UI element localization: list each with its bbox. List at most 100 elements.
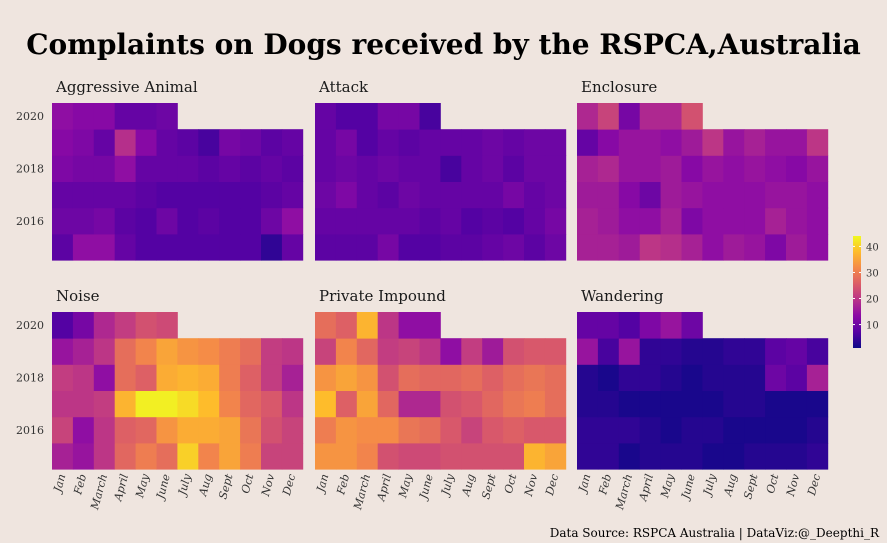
heatmap-cell (577, 416, 599, 444)
y-tick-label: 2020 (16, 319, 44, 332)
heatmap-cell (461, 207, 483, 235)
x-tick-label: March (613, 473, 635, 512)
heatmap-cell (723, 181, 745, 209)
heatmap-cell (618, 129, 641, 156)
heatmap-cell (461, 155, 483, 182)
heatmap-cell (597, 312, 620, 339)
heatmap-cell (52, 155, 74, 182)
heatmap-cell (681, 155, 703, 182)
heatmap-cell (577, 390, 599, 418)
x-tick-label: Nov (784, 472, 803, 499)
x-tick-label: July (438, 472, 457, 499)
heatmap-cell (765, 181, 787, 209)
heatmap-cell (723, 207, 745, 235)
legend-tick-label: 40 (866, 242, 879, 253)
heatmap-cell (114, 207, 136, 235)
heatmap-cell (52, 390, 74, 418)
heatmap-cell (114, 234, 136, 261)
heatmap-cell (72, 390, 95, 418)
heatmap-cell (577, 103, 599, 130)
heatmap-cell (461, 416, 483, 444)
heatmap-cell (639, 364, 661, 391)
heatmap-cell (219, 207, 241, 235)
heatmap-cell (482, 234, 504, 261)
heatmap-cell (135, 103, 157, 130)
heatmap-cell (240, 234, 262, 261)
heatmap-cell (398, 155, 420, 182)
heatmap-cell (156, 364, 178, 391)
heatmap-cell (377, 155, 399, 182)
heatmap-cell (93, 207, 116, 235)
heatmap-cell (639, 416, 661, 444)
heatmap-cell (52, 103, 74, 130)
heatmap-cell (377, 129, 399, 156)
heatmap-cell (52, 338, 74, 365)
heatmap-cell (52, 364, 74, 391)
heatmap-cell (335, 207, 358, 235)
heatmap-cell (114, 129, 136, 156)
heatmap-cell (744, 207, 766, 235)
heatmap-cell (482, 390, 504, 418)
heatmap-cell (618, 443, 641, 470)
heatmap-cell (681, 129, 703, 156)
heatmap-cell (135, 312, 157, 339)
heatmap-cell (219, 129, 241, 156)
heatmap-cell (597, 155, 620, 182)
heatmap-cell (461, 443, 483, 470)
heatmap-cell (765, 234, 787, 261)
heatmap-cell (356, 364, 379, 391)
heatmap-cell (577, 181, 599, 209)
heatmap-cell (356, 103, 379, 130)
heatmap-cell (702, 129, 724, 156)
heatmap-cell (618, 390, 641, 418)
heatmap-cell (261, 181, 283, 209)
heatmap-cell (398, 364, 420, 391)
heatmap-cell (377, 390, 399, 418)
heatmap-cell (786, 129, 808, 156)
x-tick-label: June (678, 472, 698, 502)
heatmap-cell (156, 312, 178, 339)
heatmap-cell (639, 390, 661, 418)
heatmap-cell (461, 129, 483, 156)
heatmap-cell (806, 207, 829, 235)
heatmap-cell (544, 364, 567, 391)
heatmap-cell (639, 181, 661, 209)
heatmap-cell (377, 338, 399, 365)
heatmap-cell (335, 338, 358, 365)
heatmap-cell (681, 443, 703, 470)
heatmap-cell (261, 338, 283, 365)
heatmap-cell (52, 312, 74, 339)
heatmap-cell (577, 338, 599, 365)
heatmap-cell (177, 443, 199, 470)
heatmap-cell (315, 312, 337, 339)
heatmap-cell (702, 207, 724, 235)
heatmap-cell (660, 181, 682, 209)
heatmap-cell (660, 234, 682, 261)
heatmap-cell (315, 103, 337, 130)
heatmap-cell (335, 129, 358, 156)
heatmap-cell (419, 312, 441, 339)
heatmap-cell (240, 443, 262, 470)
heatmap-cell (786, 207, 808, 235)
heatmap-cell (135, 364, 157, 391)
heatmap-cell (177, 416, 199, 444)
heatmap-cell (660, 416, 682, 444)
heatmap-cell (440, 207, 462, 235)
heatmap-cell (356, 234, 379, 261)
heatmap-cell (356, 338, 379, 365)
heatmap-cell (806, 129, 829, 156)
heatmap-cell (744, 443, 766, 470)
legend-colorbar (853, 236, 861, 348)
heatmap-cell (482, 416, 504, 444)
heatmap-cell (702, 155, 724, 182)
heatmap-cell (503, 207, 525, 235)
heatmap-cell (219, 390, 241, 418)
heatmap-cell (744, 338, 766, 365)
heatmap-cell (618, 103, 641, 130)
heatmap-cell (377, 103, 399, 130)
heatmap-cell (72, 129, 95, 156)
heatmap-cell (315, 364, 337, 391)
heatmap-cell (398, 207, 420, 235)
heatmap-cell (114, 364, 136, 391)
